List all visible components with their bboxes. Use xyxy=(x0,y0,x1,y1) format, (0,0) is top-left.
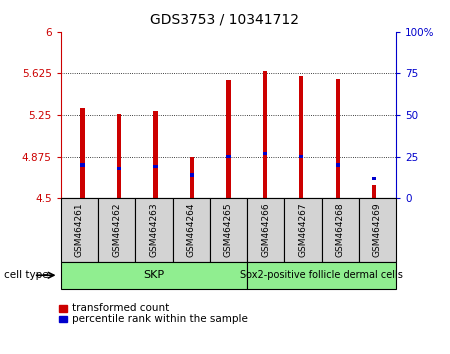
Bar xyxy=(117,114,121,198)
Bar xyxy=(336,163,340,167)
Text: GSM464262: GSM464262 xyxy=(112,203,121,257)
Bar xyxy=(153,111,158,198)
Text: SKP: SKP xyxy=(143,270,164,280)
Bar xyxy=(117,167,121,170)
Bar xyxy=(226,80,230,198)
Bar xyxy=(226,155,230,158)
Text: percentile rank within the sample: percentile rank within the sample xyxy=(72,314,248,324)
Bar xyxy=(190,173,194,177)
Bar xyxy=(299,76,303,198)
Text: GSM464266: GSM464266 xyxy=(261,203,270,257)
Bar xyxy=(81,108,85,198)
Text: cell type: cell type xyxy=(4,270,49,280)
Bar xyxy=(153,165,158,168)
Text: GSM464261: GSM464261 xyxy=(75,203,84,257)
Text: GSM464267: GSM464267 xyxy=(298,203,307,257)
Bar xyxy=(372,185,376,198)
Bar xyxy=(263,71,267,198)
Text: GSM464264: GSM464264 xyxy=(187,203,196,257)
Bar xyxy=(81,163,85,167)
Bar xyxy=(336,79,340,198)
Bar xyxy=(299,155,303,158)
Text: GDS3753 / 10341712: GDS3753 / 10341712 xyxy=(150,12,300,27)
Text: transformed count: transformed count xyxy=(72,303,169,313)
Text: GSM464269: GSM464269 xyxy=(373,203,382,257)
Text: GSM464268: GSM464268 xyxy=(336,203,345,257)
Bar xyxy=(263,152,267,155)
Bar xyxy=(190,157,194,198)
Text: GSM464263: GSM464263 xyxy=(149,203,158,257)
Text: GSM464265: GSM464265 xyxy=(224,203,233,257)
Text: Sox2-positive follicle dermal cells: Sox2-positive follicle dermal cells xyxy=(240,270,403,280)
Bar xyxy=(372,177,376,180)
